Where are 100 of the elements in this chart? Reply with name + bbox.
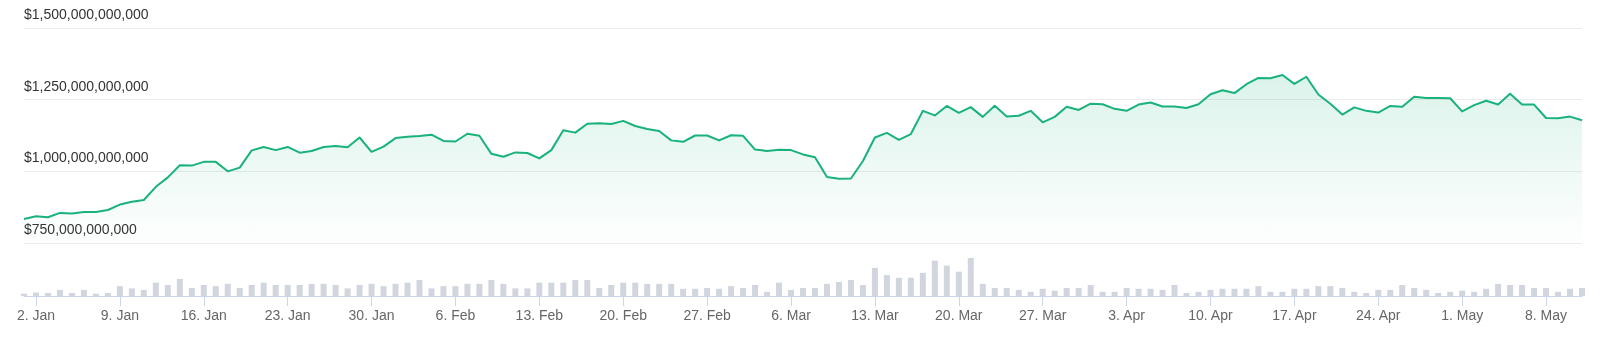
bar — [440, 286, 447, 296]
x-tick-label: 1. May — [1441, 307, 1484, 323]
bar — [356, 284, 363, 296]
bar — [1159, 289, 1166, 296]
bar — [1123, 288, 1130, 296]
bar — [272, 284, 279, 296]
x-tick-label: 16. Jan — [180, 307, 227, 323]
bar — [1243, 288, 1250, 296]
bar — [1399, 284, 1406, 296]
y-tick-label: $1,500,000,000,000 — [24, 6, 149, 22]
x-tick-label: 8. May — [1525, 307, 1568, 323]
bar — [835, 281, 842, 296]
bar — [1387, 289, 1394, 296]
bar — [704, 288, 711, 296]
y-tick-label: $750,000,000,000 — [24, 221, 138, 237]
bar — [392, 283, 399, 296]
bar — [823, 283, 830, 296]
bar — [344, 288, 351, 296]
bar — [296, 284, 303, 296]
bar — [1111, 291, 1118, 296]
bar — [452, 286, 459, 296]
bar — [80, 289, 87, 296]
bar — [1567, 288, 1574, 296]
y-tick-label: $1,250,000,000,000 — [24, 77, 149, 94]
bar — [488, 280, 495, 296]
bar — [943, 265, 950, 296]
x-tick-label: 30. Jan — [348, 307, 395, 323]
bar — [164, 284, 171, 296]
x-tick-label: 3. Apr — [1108, 307, 1146, 323]
x-tick-label: 6. Feb — [435, 307, 476, 323]
bar — [931, 260, 938, 296]
bar — [716, 288, 723, 296]
bar — [1279, 291, 1286, 296]
bar — [883, 275, 890, 296]
bar — [560, 282, 567, 296]
bar — [524, 288, 531, 296]
bar — [1171, 284, 1178, 296]
bar — [1519, 284, 1526, 296]
bar — [1351, 291, 1358, 296]
bar — [1579, 288, 1585, 296]
bar — [152, 282, 159, 296]
bar — [584, 280, 591, 296]
bar — [1075, 288, 1082, 296]
bar — [1555, 291, 1562, 296]
bar — [1507, 284, 1514, 296]
bar — [1195, 291, 1202, 296]
bar — [332, 284, 339, 296]
bar — [308, 283, 315, 296]
bar — [859, 284, 866, 296]
bar — [644, 283, 651, 296]
bar — [752, 284, 759, 296]
x-tick-label: 9. Jan — [100, 307, 139, 323]
x-tick-label: 27. Feb — [683, 307, 732, 323]
bar — [991, 288, 998, 296]
bar — [1183, 292, 1190, 296]
bar — [380, 286, 387, 296]
bar — [176, 278, 183, 296]
bar — [500, 283, 507, 296]
x-tick-label: 24. Apr — [1356, 307, 1401, 323]
bar — [1447, 291, 1454, 296]
bar — [572, 280, 579, 296]
bar — [1015, 289, 1022, 296]
bar — [1255, 286, 1262, 296]
bar — [1459, 290, 1466, 296]
bar — [416, 280, 423, 296]
x-tick-label: 23. Jan — [264, 307, 311, 323]
bar — [404, 282, 411, 296]
bar — [907, 277, 914, 296]
bar — [1099, 291, 1106, 296]
bar — [668, 283, 675, 296]
bar — [128, 288, 135, 296]
bar — [656, 283, 663, 296]
bar — [248, 284, 255, 296]
bar — [1531, 288, 1538, 296]
bar — [1063, 288, 1070, 296]
bar — [1327, 286, 1334, 296]
bar — [1411, 288, 1418, 296]
x-tick-label: 20. Feb — [599, 307, 648, 323]
bar — [464, 283, 471, 296]
bar — [44, 292, 51, 296]
x-tick-label: 27. Mar — [1018, 307, 1067, 323]
bar — [596, 288, 603, 296]
bar — [1267, 291, 1274, 296]
bar — [764, 291, 771, 296]
x-tick-label: 17. Apr — [1272, 307, 1317, 323]
bar — [548, 282, 555, 296]
x-tick-label: 13. Feb — [515, 307, 564, 323]
bar — [1315, 286, 1322, 296]
bar — [632, 282, 639, 296]
bar — [284, 284, 291, 296]
x-tick-label: 6. Mar — [771, 307, 812, 323]
bar — [1003, 288, 1010, 296]
bar — [140, 289, 147, 296]
bar — [967, 258, 974, 296]
bar — [236, 288, 243, 296]
bar — [56, 289, 63, 296]
bar — [800, 288, 806, 296]
x-tick-label: 10. Apr — [1188, 307, 1233, 323]
bar — [608, 284, 615, 296]
bar — [847, 280, 854, 296]
